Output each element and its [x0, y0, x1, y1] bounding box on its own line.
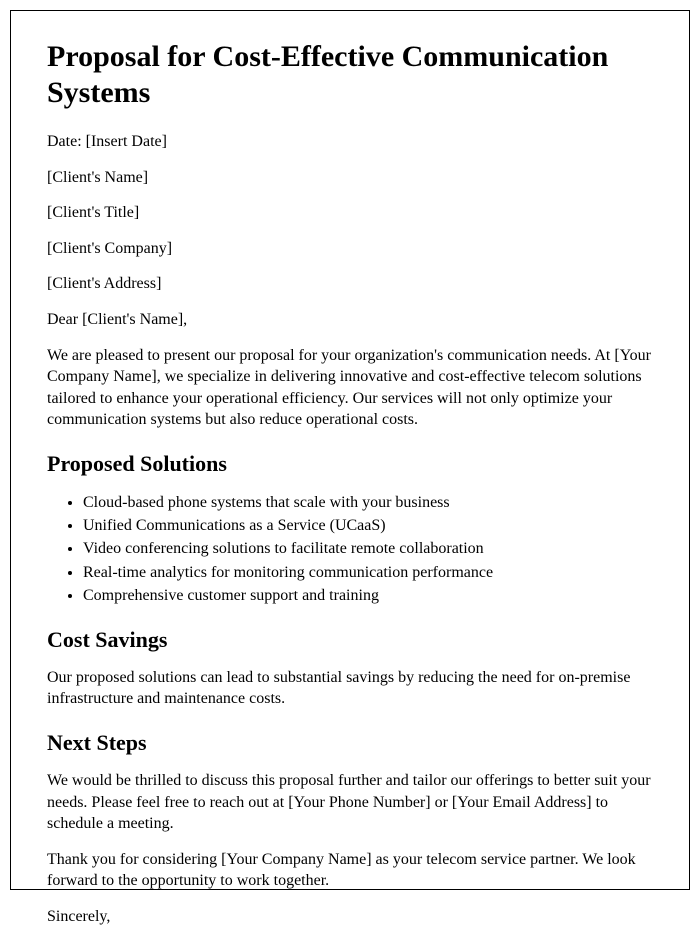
client-address: [Client's Address] — [47, 273, 653, 295]
cost-savings-body: Our proposed solutions can lead to subst… — [47, 667, 653, 710]
list-item: Video conferencing solutions to facilita… — [83, 537, 653, 560]
document-title: Proposal for Cost-Effective Communicatio… — [47, 39, 653, 111]
cost-savings-heading: Cost Savings — [47, 627, 653, 653]
next-steps-heading: Next Steps — [47, 730, 653, 756]
client-company: [Client's Company] — [47, 238, 653, 260]
list-item: Comprehensive customer support and train… — [83, 584, 653, 607]
list-item: Cloud-based phone systems that scale wit… — [83, 491, 653, 514]
client-title: [Client's Title] — [47, 202, 653, 224]
list-item: Unified Communications as a Service (UCa… — [83, 514, 653, 537]
date-line: Date: [Insert Date] — [47, 131, 653, 153]
proposed-solutions-list: Cloud-based phone systems that scale wit… — [83, 491, 653, 607]
salutation: Dear [Client's Name], — [47, 309, 653, 331]
closing: Sincerely, — [47, 906, 653, 928]
client-name: [Client's Name] — [47, 167, 653, 189]
list-item: Real-time analytics for monitoring commu… — [83, 561, 653, 584]
proposed-solutions-heading: Proposed Solutions — [47, 451, 653, 477]
next-steps-body-1: We would be thrilled to discuss this pro… — [47, 770, 653, 835]
next-steps-body-2: Thank you for considering [Your Company … — [47, 849, 653, 892]
intro-paragraph: We are pleased to present our proposal f… — [47, 345, 653, 431]
document-page: Proposal for Cost-Effective Communicatio… — [10, 10, 690, 890]
